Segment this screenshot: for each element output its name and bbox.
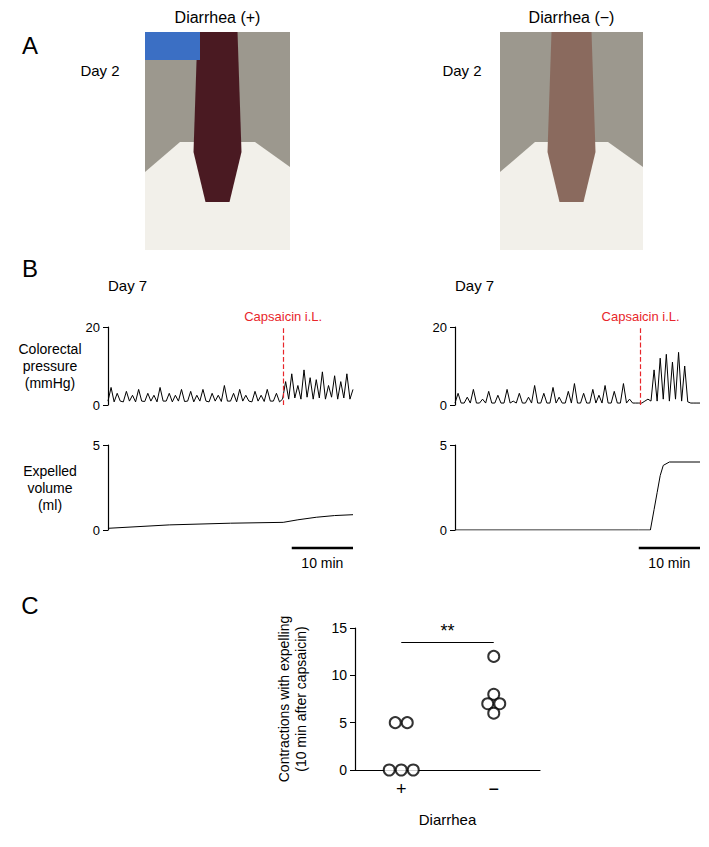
- svg-text:5: 5: [440, 438, 447, 453]
- svg-text:Diarrhea (+): Diarrhea (+): [175, 9, 261, 26]
- svg-text:20: 20: [433, 320, 447, 335]
- svg-text:(ml): (ml): [38, 497, 62, 513]
- svg-text:Day 7: Day 7: [108, 277, 147, 294]
- svg-text:0: 0: [440, 398, 447, 413]
- svg-text:10 min: 10 min: [301, 555, 343, 571]
- svg-text:0: 0: [339, 762, 347, 778]
- svg-text:5: 5: [339, 715, 347, 731]
- svg-text:20: 20: [86, 320, 100, 335]
- svg-text:volume: volume: [27, 480, 72, 496]
- svg-text:**: **: [440, 621, 454, 641]
- svg-text:10: 10: [331, 667, 347, 683]
- svg-text:Day 7: Day 7: [455, 277, 494, 294]
- svg-text:0: 0: [93, 398, 100, 413]
- svg-text:0: 0: [440, 523, 447, 538]
- svg-text:15: 15: [331, 620, 347, 636]
- svg-text:Contractions with expelling: Contractions with expelling: [276, 616, 292, 783]
- svg-text:0: 0: [93, 523, 100, 538]
- svg-text:Expelled: Expelled: [23, 463, 77, 479]
- svg-text:10 min: 10 min: [648, 555, 690, 571]
- svg-text:pressure: pressure: [23, 358, 78, 374]
- svg-text:Capsaicin i.L.: Capsaicin i.L.: [602, 309, 680, 324]
- svg-text:Day 2: Day 2: [80, 62, 119, 79]
- svg-text:(mmHg): (mmHg): [25, 375, 76, 391]
- svg-text:Day 2: Day 2: [442, 62, 481, 79]
- svg-text:+: +: [396, 779, 407, 799]
- svg-text:A: A: [22, 32, 38, 59]
- svg-text:C: C: [21, 592, 38, 619]
- svg-text:Diarrhea (−): Diarrhea (−): [529, 9, 615, 26]
- svg-text:B: B: [22, 255, 38, 282]
- svg-text:−: −: [488, 779, 499, 799]
- svg-text:5: 5: [93, 438, 100, 453]
- svg-text:Capsaicin i.L.: Capsaicin i.L.: [244, 309, 322, 324]
- svg-text:Diarrhea: Diarrhea: [419, 811, 477, 828]
- svg-text:(10 min after capsaicin): (10 min after capsaicin): [293, 626, 309, 772]
- svg-text:Colorectal: Colorectal: [18, 341, 81, 357]
